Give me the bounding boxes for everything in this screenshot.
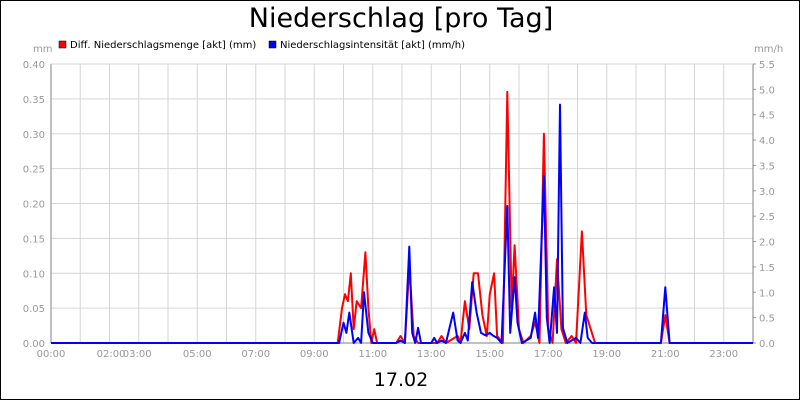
- x-tick-label: 15:00: [475, 349, 504, 360]
- y-right-unit: mm/h: [754, 44, 783, 55]
- x-tick-label: 21:00: [651, 349, 680, 360]
- y-left-tick-label: 0.30: [23, 130, 45, 141]
- y-right-tick-label: 1.5: [759, 263, 775, 274]
- x-tick-label: 13:00: [417, 349, 446, 360]
- y-right-tick-label: 2.5: [759, 212, 775, 223]
- y-right-tick-label: 5.0: [759, 85, 775, 96]
- y-right-tick-label: 3.0: [759, 187, 775, 198]
- y-right-tick-label: 0.5: [759, 314, 775, 325]
- y-left-tick-label: 0.10: [23, 269, 45, 280]
- y-right-tick-label: 2.0: [759, 238, 775, 249]
- legend: Diff. Niederschlagsmenge [akt] (mm) Nied…: [58, 40, 465, 51]
- legend-swatch-blue: [268, 40, 277, 49]
- chart-title: Niederschlag [pro Tag]: [248, 3, 554, 34]
- series-line-amount: [51, 90, 753, 344]
- x-tick-label: 00:00: [37, 349, 66, 360]
- y-right-tick-label: 4.5: [759, 111, 775, 122]
- x-tick-label: 02:00: [97, 349, 126, 360]
- y-left-tick-label: 0.25: [23, 165, 45, 176]
- series-lines: [51, 90, 753, 344]
- y-right-tick-label: 1.0: [759, 288, 775, 299]
- series-line-intensity: [51, 103, 753, 344]
- legend-label-intensity: Niederschlagsintensität [akt] (mm/h): [280, 40, 465, 51]
- legend-swatch-red: [58, 40, 67, 49]
- x-tick-label: 07:00: [241, 349, 270, 360]
- date-label: 17.02: [373, 369, 429, 391]
- y-right-tick-label: 0.0: [759, 339, 775, 350]
- grid-lines: [51, 63, 753, 343]
- y-left-unit: mm: [33, 44, 52, 55]
- y-right-tick-label: 3.5: [759, 161, 775, 172]
- y-left-tick-label: 0.20: [23, 200, 45, 211]
- y-right-tick-label: 5.5: [759, 60, 775, 71]
- x-tick-label: 11:00: [358, 349, 387, 360]
- y-left-tick-label: 0.00: [23, 339, 45, 350]
- legend-label-amount: Diff. Niederschlagsmenge [akt] (mm): [70, 40, 256, 51]
- y-left-tick-label: 0.05: [23, 304, 45, 315]
- x-tick-label: 17:00: [534, 349, 563, 360]
- y-right-tick-label: 4.0: [759, 136, 775, 147]
- x-tick-label: 03:00: [123, 349, 152, 360]
- x-tick-label: 23:00: [709, 349, 738, 360]
- x-tick-label: 05:00: [183, 349, 212, 360]
- y-left-tick-label: 0.40: [23, 60, 45, 71]
- y-left-tick-label: 0.35: [23, 95, 45, 106]
- y-left-tick-label: 0.15: [23, 234, 45, 245]
- x-tick-label: 09:00: [300, 349, 329, 360]
- tick-labels: 0.00 0.05 0.10 0.15 0.20 0.25 0.30 0.35 0.40 0.0 0…: [23, 60, 775, 360]
- x-tick-label: 19:00: [592, 349, 621, 360]
